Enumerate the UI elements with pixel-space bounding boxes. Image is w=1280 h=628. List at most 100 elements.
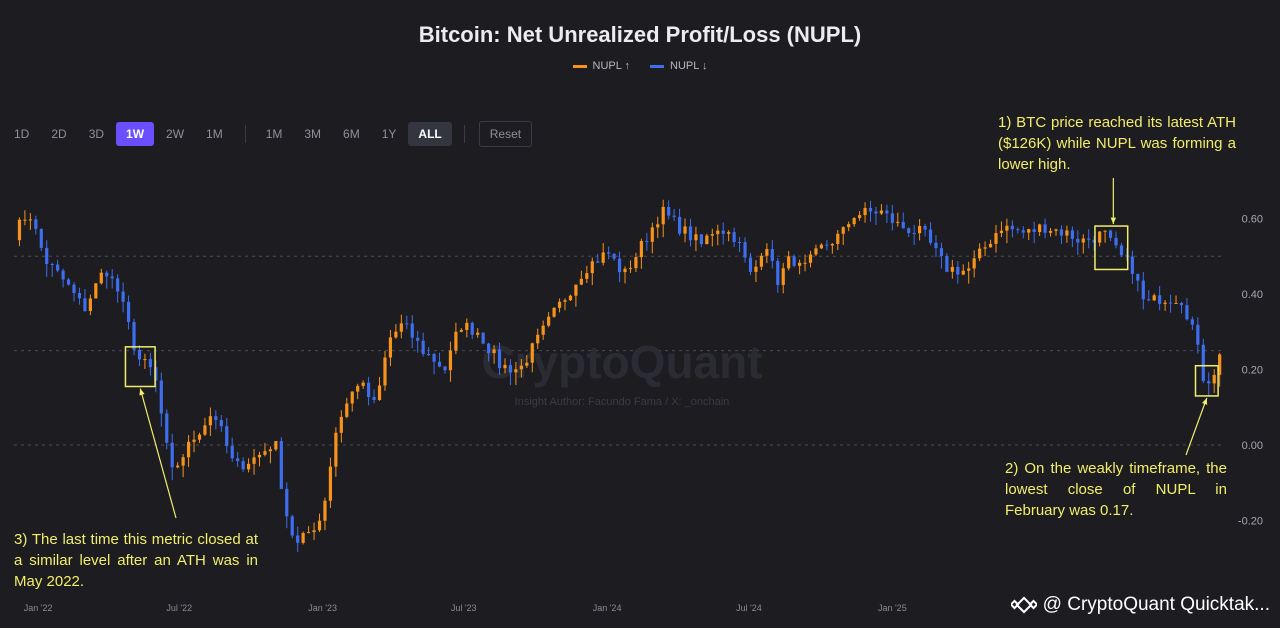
legend-swatch-down	[650, 64, 664, 68]
range-all[interactable]: ALL	[408, 122, 452, 146]
candle-body	[110, 276, 114, 279]
candle-body	[863, 207, 867, 216]
candle	[1098, 231, 1102, 247]
candle	[448, 341, 453, 382]
candle-body	[126, 301, 131, 323]
candle	[290, 514, 294, 539]
candle-body	[536, 334, 540, 344]
candle-body	[388, 337, 393, 358]
range-1m[interactable]: 1M	[265, 127, 283, 141]
candle	[94, 283, 98, 299]
timeframe-3d[interactable]: 3D	[88, 127, 105, 141]
candle-body	[481, 332, 485, 344]
candle	[536, 328, 540, 349]
reset-button[interactable]: Reset	[478, 121, 533, 147]
candle	[126, 295, 131, 330]
candle-body	[334, 432, 338, 467]
x-tick-label: Jul '23	[451, 603, 477, 613]
candle	[476, 328, 480, 338]
timeframe-1m[interactable]: 1M	[206, 127, 223, 141]
candle-body	[737, 241, 742, 243]
candle-body	[487, 343, 491, 354]
candle	[819, 243, 824, 250]
candle	[716, 224, 720, 246]
range-1y[interactable]: 1Y	[381, 127, 397, 141]
candle	[830, 243, 834, 254]
candle-body	[656, 224, 660, 228]
candle	[181, 454, 185, 478]
candle-body	[612, 253, 616, 259]
range-6m[interactable]: 6M	[343, 127, 360, 141]
x-tick-label: Jan '23	[308, 603, 337, 613]
candle-body	[1163, 302, 1167, 304]
candle	[1168, 294, 1173, 313]
legend-label-up: NUPL ↑	[592, 60, 631, 72]
candle-body	[688, 226, 693, 241]
candle	[890, 204, 894, 231]
timeframe-1d[interactable]: 1D	[14, 127, 30, 141]
candle	[252, 448, 256, 475]
candle-body	[847, 224, 851, 228]
candle	[121, 282, 125, 313]
candle	[437, 352, 442, 368]
footer-credit[interactable]: @ CryptoQuant Quicktak...	[1010, 592, 1270, 618]
candle-body	[901, 221, 905, 229]
candle-body	[165, 413, 169, 443]
candle	[847, 221, 851, 232]
timeframe-1w[interactable]: 1W	[116, 122, 155, 146]
footer-text: @ CryptoQuant Quicktak...	[1042, 594, 1270, 615]
legend-item-down[interactable]: NUPL ↓	[650, 60, 708, 72]
range-3m[interactable]: 3M	[304, 127, 322, 141]
candle	[601, 243, 605, 266]
candle	[759, 252, 764, 271]
candle-body	[45, 247, 49, 265]
candle	[470, 321, 474, 340]
candle	[432, 352, 436, 375]
candle	[1038, 223, 1042, 237]
timeframe-2w[interactable]: 2W	[166, 127, 185, 141]
candle	[481, 332, 485, 345]
annotation-arrow-february	[1185, 397, 1208, 456]
candle-body	[727, 232, 731, 234]
candle-body	[1059, 229, 1064, 236]
candle-body	[770, 248, 774, 261]
candle	[579, 270, 583, 286]
candle-body	[1125, 255, 1129, 257]
legend-item-up[interactable]: NUPL ↑	[572, 60, 631, 72]
x-tick-label: Jan '24	[593, 603, 622, 613]
candle	[514, 362, 518, 386]
candle	[246, 458, 251, 473]
y-tick-label: -0.20	[1238, 516, 1263, 528]
candle-body	[1114, 237, 1118, 246]
candle-body	[50, 264, 54, 266]
candle-body	[950, 266, 954, 272]
candle-body	[1212, 374, 1216, 384]
candle	[983, 241, 987, 257]
candle	[492, 345, 496, 364]
candle	[552, 307, 556, 318]
candle	[743, 237, 747, 263]
candle-body	[1032, 229, 1036, 232]
candle-body	[667, 206, 671, 216]
candle	[372, 389, 376, 404]
candle	[159, 372, 163, 427]
candle-body	[1207, 381, 1211, 384]
candle-body	[928, 229, 933, 243]
candle	[1218, 352, 1222, 387]
candle-body	[1048, 230, 1053, 233]
candle-body	[148, 359, 152, 368]
candle-body	[1141, 280, 1145, 300]
candle-body	[934, 242, 938, 249]
candle	[814, 244, 818, 257]
candle	[1016, 227, 1020, 234]
chart-legend: NUPL ↑ NUPL ↓	[0, 60, 1280, 72]
candle	[361, 380, 365, 389]
y-tick-label: 0.40	[1242, 289, 1263, 301]
candle-body	[721, 230, 725, 234]
candle-body	[1147, 299, 1151, 301]
candle-body	[563, 300, 567, 302]
candle	[836, 230, 840, 250]
timeframe-2d[interactable]: 2D	[51, 127, 67, 141]
candle	[192, 430, 196, 453]
